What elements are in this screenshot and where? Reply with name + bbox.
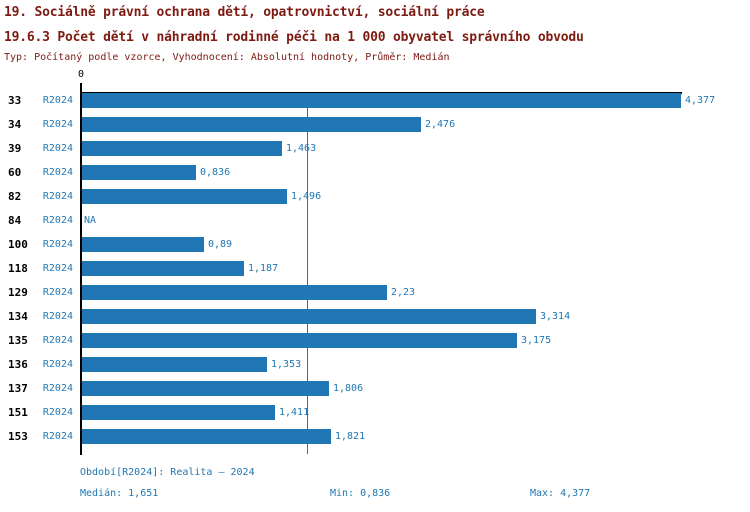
bar: [82, 357, 267, 372]
period-label: R2024: [42, 335, 73, 346]
chart-row: 118 R2024 1,187: [0, 261, 750, 285]
chart-rows: 33 R2024 4,377 34 R2024 2,476 39 R2024 1,463 60 R2…: [0, 93, 750, 453]
period-label: R2024: [42, 407, 73, 418]
category-label: 34: [8, 118, 22, 131]
category-label: 129: [8, 286, 28, 299]
category-label: 82: [8, 190, 22, 203]
period-label: R2024: [42, 383, 73, 394]
value-label: 0,89: [208, 239, 233, 250]
chart-row: 151 R2024 1,411: [0, 405, 750, 429]
category-label: 137: [8, 382, 28, 395]
value-label: 1,806: [333, 383, 364, 394]
value-label: 3,175: [521, 335, 552, 346]
bar: [82, 285, 387, 300]
x-axis-zero-tick-label: 0: [77, 69, 85, 80]
value-label: 1,411: [279, 407, 310, 418]
period-label: R2024: [42, 239, 73, 250]
chart-row: 136 R2024 1,353: [0, 357, 750, 381]
value-label: 2,23: [391, 287, 416, 298]
footer-max-stat: Max: 4,377: [530, 488, 591, 499]
bar: [82, 93, 681, 108]
bar: [82, 141, 282, 156]
chart-row: 33 R2024 4,377: [0, 93, 750, 117]
category-label: 100: [8, 238, 28, 251]
category-label: 134: [8, 310, 28, 323]
chart-row: 137 R2024 1,806: [0, 381, 750, 405]
bar: [82, 333, 517, 348]
chart-row: 60 R2024 0,836: [0, 165, 750, 189]
value-label: 0,836: [200, 167, 231, 178]
value-label: NA: [84, 215, 97, 226]
chart-row: 82 R2024 1,496: [0, 189, 750, 213]
value-label: 1,187: [248, 263, 279, 274]
bar: [82, 381, 329, 396]
value-label: 2,476: [425, 119, 456, 130]
footer-median-stat: Medián: 1,651: [80, 488, 159, 499]
median-reference-line: [307, 93, 308, 454]
bar: [82, 237, 204, 252]
period-label: R2024: [42, 95, 73, 106]
bar: [82, 429, 331, 444]
category-label: 151: [8, 406, 28, 419]
period-label: R2024: [42, 359, 73, 370]
footer-min-stat: Min: 0,836: [330, 488, 391, 499]
chart-row: 39 R2024 1,463: [0, 141, 750, 165]
category-label: 39: [8, 142, 22, 155]
period-label: R2024: [42, 287, 73, 298]
period-label: R2024: [42, 431, 73, 442]
bar: [82, 261, 244, 276]
bar: [82, 189, 287, 204]
category-label: 84: [8, 214, 22, 227]
chart-row: 129 R2024 2,23: [0, 285, 750, 309]
value-label: 1,496: [291, 191, 322, 202]
category-label: 153: [8, 430, 28, 443]
chart-row: 135 R2024 3,175: [0, 333, 750, 357]
category-label: 136: [8, 358, 28, 371]
category-label: 135: [8, 334, 28, 347]
chart-row: 34 R2024 2,476: [0, 117, 750, 141]
period-label: R2024: [42, 311, 73, 322]
bar: [82, 405, 275, 420]
period-label: R2024: [42, 143, 73, 154]
y-axis-line: [80, 83, 82, 455]
footer-period-label: Období[R2024]: Realita – 2024: [80, 467, 255, 478]
chart-title: 19.6.3 Počet dětí v náhradní rodinné péč…: [4, 30, 584, 45]
period-label: R2024: [42, 119, 73, 130]
bar: [82, 309, 536, 324]
period-label: R2024: [42, 263, 73, 274]
period-label: R2024: [42, 215, 73, 226]
period-label: R2024: [42, 167, 73, 178]
chart-row: 153 R2024 1,821: [0, 429, 750, 453]
category-label: 33: [8, 94, 22, 107]
bar: [82, 117, 421, 132]
category-label: 118: [8, 262, 28, 275]
value-label: 3,314: [540, 311, 571, 322]
period-label: R2024: [42, 191, 73, 202]
chart-row: 134 R2024 3,314: [0, 309, 750, 333]
bar: [82, 165, 196, 180]
value-label: 1,463: [286, 143, 317, 154]
report-section-title: 19. Sociálně právní ochrana dětí, opatro…: [4, 5, 485, 20]
value-label: 1,353: [271, 359, 302, 370]
value-label: 4,377: [685, 95, 716, 106]
category-label: 60: [8, 166, 22, 179]
value-label: 1,821: [335, 431, 366, 442]
chart-row: 84 R2024 NA: [0, 213, 750, 237]
chart-row: 100 R2024 0,89: [0, 237, 750, 261]
chart-subtitle: Typ: Počítaný podle vzorce, Vyhodnocení:…: [4, 52, 450, 63]
